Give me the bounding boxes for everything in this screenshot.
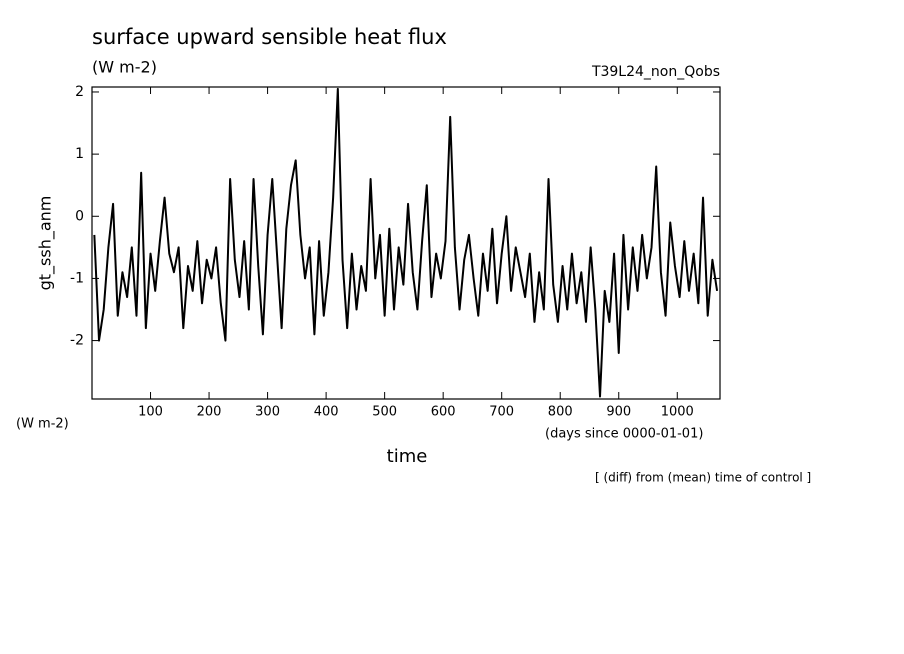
run-label: T39L24_non_Qobs [591, 64, 720, 80]
chart-title: surface upward sensible heat flux [92, 25, 447, 49]
x-tick-label: 800 [548, 405, 573, 420]
x-tick-label: 700 [489, 405, 514, 420]
x-tick-label: 900 [606, 405, 631, 420]
y-tick-label: 1 [75, 146, 84, 162]
note: [ (diff) from (mean) time of control ] [595, 471, 811, 485]
y-tick-label: -2 [70, 333, 84, 349]
x-tick-label: 400 [314, 405, 339, 420]
x-unit: (days since 0000-01-01) [545, 427, 703, 442]
y-tick-label: -1 [70, 270, 84, 286]
x-tick-label: 1000 [661, 405, 694, 420]
x-tick-label: 300 [255, 405, 280, 420]
x-tick-label: 200 [197, 405, 222, 420]
x-axis-label: time [387, 446, 428, 467]
x-tick-label: 500 [372, 405, 397, 420]
x-tick-label: 100 [138, 405, 163, 420]
plot-frame [91, 86, 721, 400]
y-tick-label: 2 [75, 84, 84, 100]
y-axis-label: gt_ssh_anm [36, 196, 56, 291]
data-line [93, 87, 719, 398]
y-unit: (W m-2) [16, 417, 69, 432]
x-tick-label: 600 [431, 405, 456, 420]
chart-subtitle: (W m-2) [92, 58, 157, 77]
y-tick-label: 0 [75, 208, 84, 224]
